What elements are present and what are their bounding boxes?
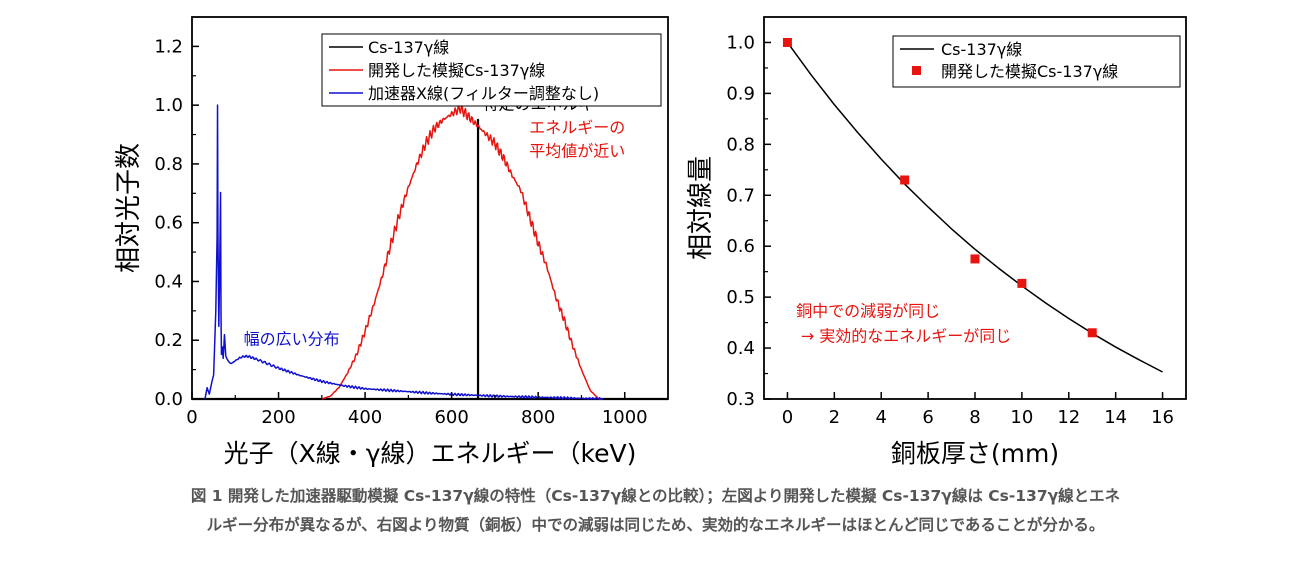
left-legend-label-cs137: Cs-137γ線 — [368, 38, 449, 57]
right-y-tick-label: 0.7 — [726, 185, 755, 206]
right-y-tick-label: 0.9 — [726, 83, 755, 104]
left-annotation: 平均値が近い — [529, 142, 625, 161]
right-series-1-point — [970, 254, 980, 264]
right-annotation: 銅中での減弱が同じ — [796, 301, 940, 320]
left-series-1-line — [321, 103, 604, 400]
left-y-tick-label: 0.4 — [154, 271, 183, 292]
left-ticks-layer: 0 200 400 600 800 1000 0.0 0.2 0.4 0.6 0.8 1.0 1.2 — [154, 36, 647, 428]
right-series-1-point — [900, 175, 910, 185]
right-x-tick-label: 0 — [782, 407, 793, 428]
right-y-tick-label: 0.3 — [726, 389, 755, 410]
left-series-layer — [192, 103, 668, 401]
right-x-tick-label: 16 — [1151, 407, 1174, 428]
left-annotation: 幅の広い分布 — [244, 330, 340, 349]
left-x-tick-label: 400 — [348, 407, 382, 428]
left-x-tick-label: 1000 — [602, 407, 648, 428]
left-y-tick-label: 1.2 — [154, 36, 183, 57]
left-series-2-line — [204, 104, 604, 400]
right-x-tick-label: 6 — [922, 407, 933, 428]
right-y-tick-label: 0.8 — [726, 134, 755, 155]
right-legend-label-cs137: Cs-137γ線 — [941, 40, 1022, 59]
left-series-0-line — [192, 118, 668, 401]
left-y-tick-label: 0.8 — [154, 154, 183, 175]
right-ticks-layer: 0 2 4 6 8 10 12 14 16 0.3 0.4 0.5 0.6 0.7 0.8 0.9 1.0 — [726, 32, 1174, 428]
left-y-tick-label: 0.2 — [154, 330, 183, 351]
left-x-tick-label: 600 — [434, 407, 468, 428]
right-x-tick-label: 10 — [1010, 407, 1033, 428]
caption-line-2: ルギー分布が異なるが、右図より物質（銅板）中での減弱は同じため、実効的なエネルギ… — [206, 516, 1105, 534]
right-series-1-point — [782, 37, 792, 47]
left-y-tick-label: 0.0 — [154, 389, 183, 410]
right-x-tick-label: 2 — [829, 407, 840, 428]
right-y-tick-label: 0.4 — [726, 338, 755, 359]
caption-line-1: 図 1 開発した加速器駆動模擬 Cs-137γ線の特性（Cs-137γ線との比較… — [190, 487, 1121, 505]
right-legend-box — [892, 35, 1181, 88]
right-series-1-point — [1087, 328, 1097, 338]
left-y-tick-label: 1.0 — [154, 95, 183, 116]
left-y-tick-label: 0.6 — [154, 213, 183, 234]
right-chart: 0 2 4 6 8 10 12 14 16 0.3 0.4 0.5 0.6 0.7 0.8 0.9 1.0 銅中… — [686, 16, 1187, 468]
left-legend-label-simulated: 開発した模擬Cs-137γ線 — [368, 61, 545, 80]
left-annotations-layer: 特定のエネルギーエネルギーの平均値が近い幅の広い分布 — [244, 95, 626, 349]
left-x-axis-label: 光子（X線・γ線）エネルギー（keV) — [224, 439, 637, 468]
right-y-axis-label: 相対線量 — [686, 156, 716, 260]
right-y-tick-label: 1.0 — [726, 32, 755, 53]
left-x-tick-label: 200 — [261, 407, 295, 428]
right-y-tick-label: 0.5 — [726, 287, 755, 308]
left-annotation: エネルギーの — [529, 118, 625, 137]
right-legend: Cs-137γ線 開発した模擬Cs-137γ線 — [892, 35, 1181, 88]
right-series-1-point — [1017, 278, 1027, 288]
left-y-axis-label: 相対光子数 — [114, 143, 144, 273]
right-x-tick-label: 4 — [875, 407, 886, 428]
right-legend-label-simulated: 開発した模擬Cs-137γ線 — [941, 62, 1118, 81]
left-x-tick-label: 0 — [186, 407, 197, 428]
right-annotation: → 実効的なエネルギーが同じ — [801, 326, 1012, 345]
right-y-tick-label: 0.6 — [726, 236, 755, 257]
left-legend: Cs-137γ線 開発した模擬Cs-137γ線 加速器X線(フィルター調整なし) — [321, 33, 662, 107]
right-annotations-layer: 銅中での減弱が同じ → 実効的なエネルギーが同じ — [796, 301, 1011, 345]
right-x-tick-label: 14 — [1104, 407, 1127, 428]
left-x-tick-label: 800 — [521, 407, 555, 428]
left-legend-label-accelerator: 加速器X線(フィルター調整なし) — [368, 84, 599, 103]
right-legend-marker-simulated — [912, 66, 921, 75]
right-series-0-line — [786, 42, 1163, 373]
figure-caption: 図 1 開発した加速器駆動模擬 Cs-137γ線の特性（Cs-137γ線との比較… — [10, 482, 1301, 540]
right-x-axis-label: 銅板厚さ(mm) — [891, 439, 1059, 468]
right-x-tick-label: 12 — [1057, 407, 1080, 428]
left-legend-box — [321, 33, 662, 107]
right-series-layer — [782, 37, 1163, 373]
right-x-tick-label: 8 — [969, 407, 980, 428]
